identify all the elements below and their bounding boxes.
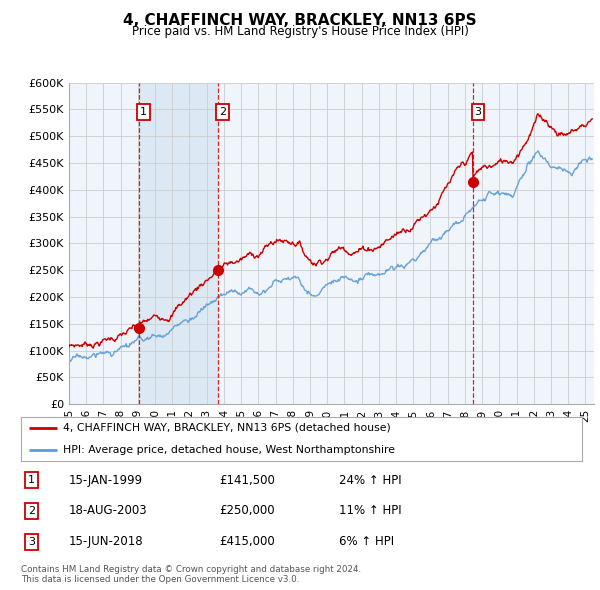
Text: 15-JAN-1999: 15-JAN-1999: [69, 474, 143, 487]
Text: Contains HM Land Registry data © Crown copyright and database right 2024.: Contains HM Land Registry data © Crown c…: [21, 565, 361, 574]
Text: 6% ↑ HPI: 6% ↑ HPI: [339, 535, 394, 548]
Text: 11% ↑ HPI: 11% ↑ HPI: [339, 504, 401, 517]
Text: 1: 1: [28, 476, 35, 485]
Text: 1: 1: [140, 107, 147, 117]
Bar: [139, 83, 218, 404]
Text: This data is licensed under the Open Government Licence v3.0.: This data is licensed under the Open Gov…: [21, 575, 299, 584]
Text: £141,500: £141,500: [219, 474, 275, 487]
Text: 2: 2: [28, 506, 35, 516]
Text: 3: 3: [475, 107, 481, 117]
Text: 24% ↑ HPI: 24% ↑ HPI: [339, 474, 401, 487]
Text: Price paid vs. HM Land Registry's House Price Index (HPI): Price paid vs. HM Land Registry's House …: [131, 25, 469, 38]
Text: £250,000: £250,000: [219, 504, 275, 517]
Text: 4, CHAFFINCH WAY, BRACKLEY, NN13 6PS: 4, CHAFFINCH WAY, BRACKLEY, NN13 6PS: [123, 13, 477, 28]
Text: £415,000: £415,000: [219, 535, 275, 548]
Text: 4, CHAFFINCH WAY, BRACKLEY, NN13 6PS (detached house): 4, CHAFFINCH WAY, BRACKLEY, NN13 6PS (de…: [63, 423, 391, 432]
Text: HPI: Average price, detached house, West Northamptonshire: HPI: Average price, detached house, West…: [63, 445, 395, 455]
Text: 2: 2: [219, 107, 226, 117]
Text: 3: 3: [28, 537, 35, 546]
Text: 18-AUG-2003: 18-AUG-2003: [69, 504, 148, 517]
Text: 15-JUN-2018: 15-JUN-2018: [69, 535, 143, 548]
